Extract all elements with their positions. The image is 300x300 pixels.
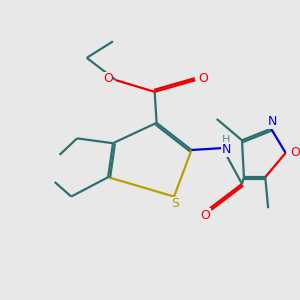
- Text: N: N: [221, 143, 231, 156]
- Text: O: O: [199, 72, 208, 85]
- Text: N: N: [268, 115, 277, 128]
- Text: S: S: [171, 197, 179, 210]
- Text: O: O: [201, 209, 211, 222]
- Text: H: H: [222, 135, 230, 145]
- Text: O: O: [290, 146, 300, 159]
- Text: O: O: [103, 72, 113, 85]
